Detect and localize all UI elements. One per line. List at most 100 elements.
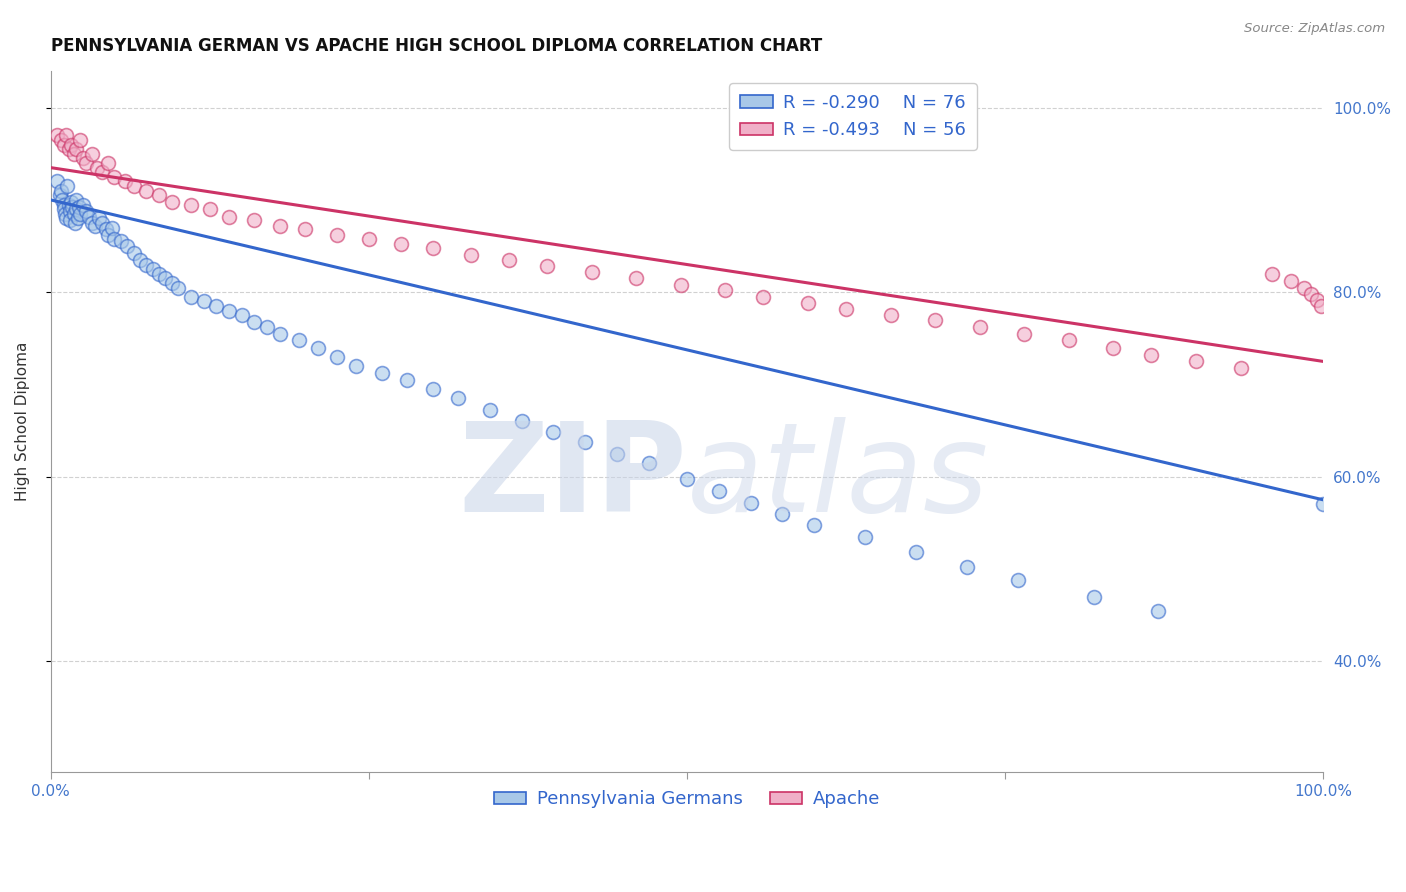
Point [103,232,125,246]
Point [69,207,91,221]
Point [269,219,291,233]
Point [1309,299,1331,313]
Point [59,213,82,227]
Point [75,156,97,170]
Point [835,301,858,316]
Point [218,303,240,318]
Point [624,271,647,285]
Point [707,483,730,498]
Point [307,341,329,355]
Point [396,373,419,387]
Point [60,137,83,152]
Point [243,315,266,329]
Point [344,359,367,373]
Point [740,495,762,509]
Point [129,252,152,267]
Point [879,308,901,322]
Point [148,188,170,202]
Point [97,156,120,170]
Text: Source: ZipAtlas.com: Source: ZipAtlas.com [1244,22,1385,36]
Point [72,197,94,211]
Point [46,128,69,143]
Point [924,313,946,327]
Point [80,146,103,161]
Point [1102,341,1125,355]
Text: PENNSYLVANIA GERMAN VS APACHE HIGH SCHOOL DIPLOMA CORRELATION CHART: PENNSYLVANIA GERMAN VS APACHE HIGH SCHOO… [51,37,823,55]
Point [94,222,117,236]
Point [160,194,183,209]
Point [97,227,120,242]
Point [90,216,112,230]
Point [69,133,91,147]
Point [447,392,470,406]
Point [243,213,266,227]
Point [66,211,89,226]
Point [58,197,80,211]
Point [101,220,124,235]
Point [58,142,80,156]
Point [62,207,84,221]
Point [89,211,111,226]
Point [60,194,83,209]
Point [193,294,215,309]
Point [498,252,520,267]
Text: ZIP: ZIP [458,417,688,538]
Point [80,216,103,230]
Point [56,179,79,194]
Point [422,382,444,396]
Point [63,216,86,230]
Point [72,152,94,166]
Text: atlas: atlas [688,417,990,538]
Point [135,184,157,198]
Point [1281,274,1303,288]
Point [142,262,165,277]
Point [669,277,692,292]
Y-axis label: High School Diploma: High School Diploma [15,342,30,501]
Point [122,179,145,194]
Point [1229,360,1251,375]
Point [48,188,70,202]
Point [90,165,112,179]
Point [1083,590,1105,604]
Point [65,202,87,216]
Point [122,246,145,260]
Point [326,350,349,364]
Point [1057,333,1080,347]
Point [752,290,775,304]
Point [357,232,380,246]
Point [676,472,699,486]
Point [326,227,349,242]
Point [1312,498,1334,512]
Point [77,210,100,224]
Point [797,296,820,310]
Point [231,308,253,322]
Point [198,202,221,216]
Point [55,128,77,143]
Point [422,241,444,255]
Point [370,367,392,381]
Point [103,169,125,184]
Point [52,137,75,152]
Point [52,202,75,216]
Point [86,161,108,175]
Point [114,174,136,188]
Point [905,545,928,559]
Point [574,434,596,449]
Point [956,560,979,574]
Point [62,146,84,161]
Point [148,267,170,281]
Point [510,414,533,428]
Point [160,276,183,290]
Point [65,142,87,156]
Point [1140,348,1163,362]
Point [606,447,628,461]
Point [1306,293,1329,307]
Point [49,133,72,147]
Point [62,200,84,214]
Point [55,211,77,226]
Point [1299,287,1322,301]
Point [65,193,87,207]
Point [1007,573,1029,587]
Point [288,333,311,347]
Point [1185,354,1208,368]
